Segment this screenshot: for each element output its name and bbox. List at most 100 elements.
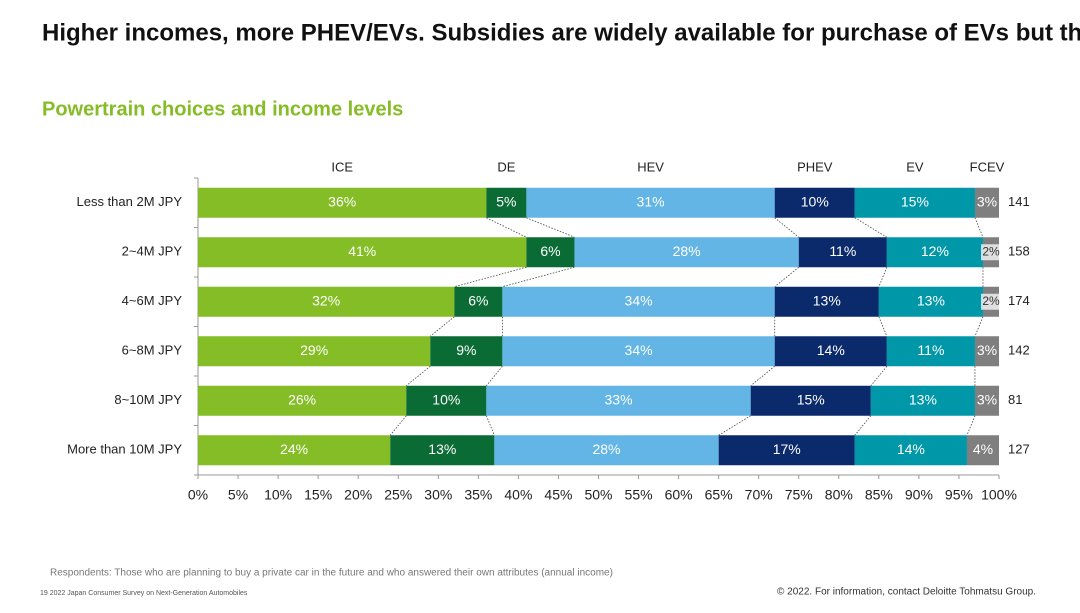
- bar-segment: [486, 385, 751, 416]
- value-label: 17%: [773, 441, 801, 457]
- value-label: 6%: [468, 292, 488, 308]
- value-label: 3%: [977, 342, 997, 358]
- x-tick-label: 95%: [945, 487, 973, 503]
- value-label: 15%: [901, 193, 929, 209]
- x-tick-label: 100%: [981, 487, 1017, 503]
- bar-segment: [574, 237, 799, 268]
- sample-size: 127: [1008, 442, 1030, 457]
- value-label: 24%: [280, 441, 308, 457]
- x-tick-label: 75%: [785, 487, 813, 503]
- x-tick-label: 80%: [825, 487, 853, 503]
- x-tick-label: 55%: [625, 487, 653, 503]
- value-label: 4%: [973, 441, 993, 457]
- value-label: 9%: [456, 342, 476, 358]
- value-label: 12%: [921, 243, 949, 259]
- bar-segment: [798, 237, 887, 268]
- value-label: 14%: [817, 342, 845, 358]
- x-tick-label: 35%: [464, 487, 492, 503]
- x-tick-label: 70%: [745, 487, 773, 503]
- subtitle: Powertrain choices and income levels: [42, 98, 403, 120]
- value-label: 2%: [982, 244, 1000, 258]
- value-label: 10%: [801, 193, 829, 209]
- connector: [966, 415, 976, 436]
- legend-label: EV: [906, 159, 924, 174]
- bar-segment: [198, 286, 455, 317]
- value-label: 13%: [909, 391, 937, 407]
- connector: [526, 217, 575, 238]
- x-tick-label: 15%: [304, 487, 332, 503]
- connector: [750, 365, 775, 387]
- bar-segment: [494, 435, 719, 466]
- sample-size: 158: [1008, 244, 1030, 259]
- x-tick-label: 45%: [544, 487, 572, 503]
- value-label-bg: [980, 293, 1001, 310]
- connector: [430, 316, 455, 337]
- value-label: 3%: [977, 391, 997, 407]
- x-tick-label: 5%: [228, 487, 248, 503]
- connector: [718, 415, 751, 436]
- category-label: 6~8M JPY: [122, 343, 183, 358]
- bar-segment: [966, 435, 999, 466]
- x-tick-label: 50%: [584, 487, 612, 503]
- value-label: 34%: [625, 342, 653, 358]
- bar-segment: [198, 385, 407, 416]
- value-label: 2%: [982, 294, 1000, 308]
- category-label: More than 10M JPY: [67, 442, 182, 457]
- x-tick-label: 40%: [504, 487, 532, 503]
- value-label: 5%: [496, 193, 516, 209]
- bar-segment: [406, 385, 487, 416]
- connector: [974, 217, 984, 238]
- value-label: 11%: [917, 342, 944, 358]
- bar-segment: [502, 286, 775, 317]
- bar-segment: [774, 187, 855, 218]
- bar-segment: [198, 336, 431, 367]
- legend-label: HEV: [637, 159, 664, 174]
- value-label: 29%: [300, 342, 328, 358]
- bar-segment: [718, 435, 855, 466]
- sample-size: 81: [1008, 392, 1022, 407]
- sample-size: 174: [1008, 293, 1030, 308]
- category-label: 2~4M JPY: [122, 244, 183, 259]
- bar-segment: [854, 187, 975, 218]
- connector: [454, 266, 527, 288]
- value-label: 26%: [288, 391, 316, 407]
- value-label: 41%: [348, 243, 376, 259]
- value-label: 33%: [605, 391, 633, 407]
- value-label: 15%: [797, 391, 825, 407]
- connector: [854, 415, 872, 436]
- bar-segment: [750, 385, 871, 416]
- legend-label: PHEV: [797, 159, 833, 174]
- bar-segment: [886, 336, 975, 367]
- connector: [878, 316, 888, 337]
- value-label: 14%: [897, 441, 925, 457]
- category-label: 8~10M JPY: [114, 392, 182, 407]
- footer-left: 19 2022 Japan Consumer Survey on Next-Ge…: [40, 590, 248, 597]
- legend-label: ICE: [331, 159, 353, 174]
- bar-segment: [526, 187, 775, 218]
- bar-segment: [198, 187, 487, 218]
- sample-size: 141: [1008, 194, 1030, 209]
- connector: [854, 217, 888, 238]
- connector: [486, 217, 527, 238]
- connector: [870, 365, 888, 387]
- bar-segment: [974, 336, 999, 367]
- value-label: 13%: [917, 292, 945, 308]
- value-label: 32%: [312, 292, 340, 308]
- bar-segment: [454, 286, 503, 317]
- x-tick-label: 90%: [905, 487, 933, 503]
- bar-segment: [974, 385, 999, 416]
- bar-segment: [198, 237, 527, 268]
- bar-segment: [974, 187, 999, 218]
- value-label: 28%: [592, 441, 620, 457]
- footnote: Respondents: Those who are planning to b…: [50, 568, 613, 579]
- x-tick-label: 65%: [705, 487, 733, 503]
- value-label: 10%: [432, 391, 460, 407]
- bar-segment: [870, 385, 975, 416]
- bar-segment: [198, 435, 391, 466]
- value-label: 6%: [540, 243, 560, 259]
- connector: [502, 266, 575, 288]
- bar-segment: [526, 237, 575, 268]
- bar-segment: [854, 435, 967, 466]
